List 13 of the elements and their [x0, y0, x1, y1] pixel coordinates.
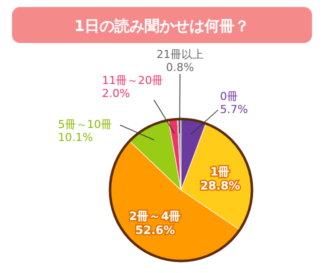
slice-label: 11冊～20冊: [102, 74, 163, 87]
slice-label: 2冊～4冊: [129, 209, 182, 224]
slice-label: 5冊～10冊: [58, 118, 112, 131]
chart-title: 1日の読み聞かせは何冊？: [74, 17, 250, 35]
data-label: 10.1%: [58, 131, 93, 144]
data-label: 52.6%: [135, 223, 176, 238]
slice-label: 0冊: [220, 90, 238, 103]
data-label: 5.7%: [220, 103, 248, 116]
data-label: 0.8%: [166, 61, 194, 74]
data-label: 28.8%: [200, 178, 241, 193]
slice-label: 1冊: [210, 164, 230, 179]
data-label: 2.0%: [102, 87, 130, 100]
slice-label: 21冊以上: [156, 48, 204, 61]
